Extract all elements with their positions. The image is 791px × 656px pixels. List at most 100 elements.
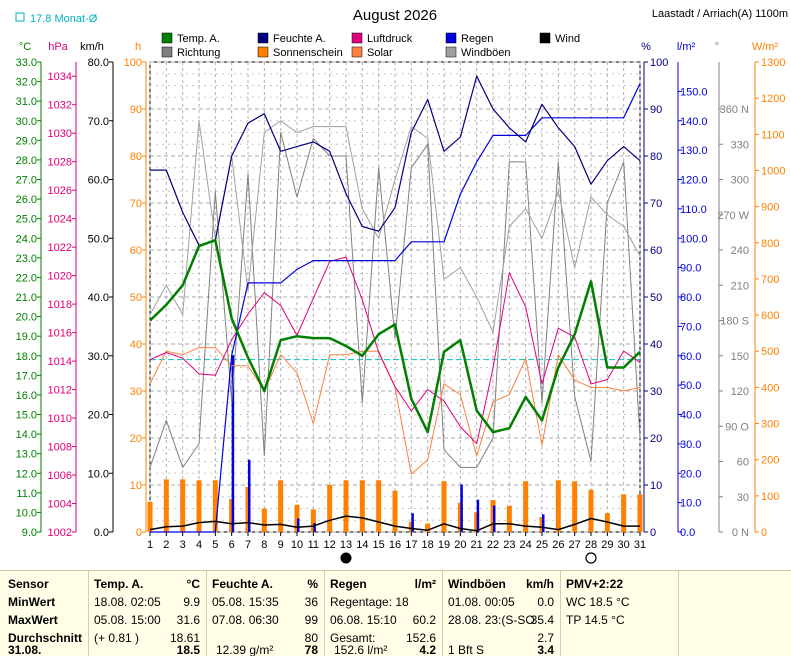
sun-axis-label: 70 [130, 198, 142, 210]
temp-axis-label: 33.0 [16, 57, 37, 69]
x-tick-label: 16 [389, 539, 401, 551]
rain-axis-label: 110.0 [680, 204, 707, 216]
temp-min-datetime: 18.08. 02:05 [94, 595, 161, 609]
sunshine-bar [261, 508, 267, 532]
month-average-marker-icon [15, 12, 25, 22]
x-tick-label: 31 [634, 539, 646, 551]
hum-axis-label: 50 [650, 292, 662, 304]
sensor-column: Sensor MinWert MaxWert Durchschnitt 31.0… [8, 571, 88, 656]
gust-beaufort: 1 Bft S [448, 643, 485, 656]
pmv-head: PMV+2:22 [566, 577, 624, 591]
wind-speed-line [149, 515, 640, 532]
sunshine-bar [278, 480, 284, 532]
dir-axis-label: 0 N [732, 527, 749, 539]
dir-axis-label: 60 [737, 457, 749, 469]
rain-bar [493, 505, 496, 532]
x-tick-label: 18 [422, 539, 434, 551]
sun-axis-label: 20 [130, 433, 142, 445]
hum-axis-label: 80 [650, 151, 662, 163]
rain-head: Regen [330, 577, 367, 591]
rain-axis-label: 120.0 [680, 175, 708, 187]
press-axis-label: 1020 [48, 271, 72, 283]
x-tick-label: 12 [324, 539, 336, 551]
rain-unit: l/m² [414, 577, 436, 591]
temp-max-value: 31.6 [176, 613, 200, 627]
hum-min-value: 36 [304, 595, 318, 609]
hum-axis-label: 10 [650, 480, 662, 492]
legend-swatch [351, 46, 363, 58]
legend-label: Sonnenschein [273, 47, 343, 59]
x-tick-label: 8 [261, 539, 267, 551]
row-label-current: 31.08. [8, 643, 42, 656]
temp-min-value: 9.9 [183, 595, 200, 609]
sunshine-bar [392, 490, 398, 532]
sunshine-bar [310, 509, 316, 532]
solar-axis-label: 1100 [761, 129, 785, 141]
temp-axis-label: 15.0 [16, 410, 37, 422]
gust-unit: km/h [525, 577, 554, 591]
legend-swatch [445, 46, 457, 58]
temp-axis-label: 22.0 [16, 272, 37, 284]
sunshine-bar [637, 494, 643, 532]
wind-axis-label: 20.0 [88, 410, 109, 422]
rain-bar [248, 459, 251, 532]
solar-axis-label: 1300 [761, 57, 785, 69]
x-tick-label: 11 [308, 539, 319, 551]
sun-axis-label: 10 [130, 480, 142, 492]
row-label-max: MaxWert [8, 613, 58, 627]
legend-swatch [161, 46, 173, 58]
windchill-value: WC 18.5 °C [566, 595, 630, 609]
x-tick-label: 29 [601, 539, 613, 551]
solar-axis-label: 1000 [761, 165, 785, 177]
press-axis-label: 1026 [48, 185, 72, 197]
sun-axis-unit: h [135, 41, 141, 53]
rain-days: Regentage: 18 [330, 595, 409, 609]
gust-min-value: 0.0 [537, 595, 554, 609]
temp-avg-value: 18.61 [169, 631, 200, 645]
row-label-min: MinWert [8, 595, 56, 609]
x-tick-label: 5 [212, 539, 218, 551]
sun-axis-label: 30 [130, 386, 142, 398]
dir-axis-label: 240 [731, 245, 749, 257]
legend-label: Richtung [177, 47, 220, 59]
sunshine-bar [196, 480, 202, 532]
gust-max-value: 35.4 [530, 613, 554, 627]
legend-swatch [257, 32, 269, 44]
wind-axis-label: 50.0 [88, 233, 109, 245]
new-moon-icon [585, 552, 597, 564]
solar-axis-label: 500 [761, 346, 779, 358]
rain-axis-label: 60.0 [680, 351, 701, 363]
dir-axis-label: 120 [731, 386, 749, 398]
x-tick-label: 27 [569, 539, 581, 551]
x-tick-label: 13 [340, 539, 352, 551]
sunshine-bar [506, 505, 512, 532]
solar-axis-label: 700 [761, 274, 779, 286]
sun-axis-label: 0 [136, 527, 142, 539]
legend-swatch [351, 32, 363, 44]
temp-stats-column: Temp. A. °C 18.08. 02:05 9.9 05.08. 15:0… [94, 571, 204, 656]
wind-axis-label: 40.0 [88, 292, 109, 304]
dir-axis-label: 360 N [720, 104, 749, 116]
dir-axis-label: 330 [731, 139, 749, 151]
hum-axis-label: 70 [650, 198, 662, 210]
legend-label: Regen [461, 33, 493, 45]
rain-axis-label: 40.0 [680, 410, 701, 422]
dewpoint-value: TP 14.5 °C [566, 613, 625, 627]
x-tick-label: 4 [196, 539, 202, 551]
x-tick-label: 15 [373, 539, 385, 551]
gust-min-datetime: 01.08. 00:05 [448, 595, 515, 609]
rain-axis-label: 100.0 [680, 233, 708, 245]
hum-axis-label: 90 [650, 104, 662, 116]
temp-axis-label: 16.0 [16, 390, 37, 402]
x-tick-label: 6 [229, 539, 235, 551]
wind-axis-label: 60.0 [88, 175, 109, 187]
air-pressure-line [149, 256, 641, 445]
sunshine-bar [425, 523, 431, 532]
temp-axis-label: 32.0 [16, 77, 37, 89]
temp-axis-label: 30.0 [16, 116, 37, 128]
temp-axis-label: 26.0 [16, 194, 37, 206]
dir-axis-label: 30 [737, 492, 749, 504]
dir-axis-label: 150 [731, 351, 749, 363]
solar-axis-label: 300 [761, 419, 779, 431]
month-average-label: 17.8 Monat-Ø [30, 13, 98, 25]
